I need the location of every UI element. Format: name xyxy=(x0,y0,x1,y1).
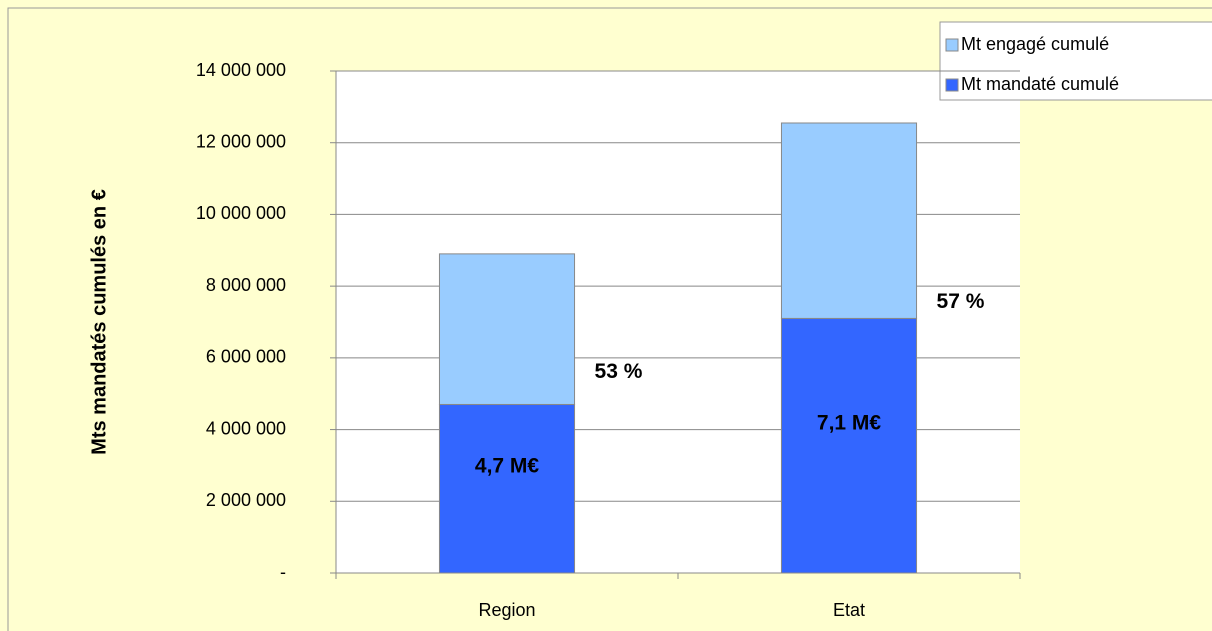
legend-label: Mt mandaté cumulé xyxy=(961,74,1119,94)
legend xyxy=(939,21,1212,101)
chart-border xyxy=(7,7,1212,631)
plot-area xyxy=(336,71,1020,573)
bar-segment xyxy=(438,403,576,574)
value-label: 4,7 M€ xyxy=(475,454,540,477)
y-tick-label: 10 000 000 xyxy=(196,203,286,223)
annotation: 57 % xyxy=(937,290,985,313)
y-tick-label: 14 000 000 xyxy=(196,60,286,80)
y-tick-label: 4 000 000 xyxy=(206,418,286,438)
y-tick-label: - xyxy=(280,562,286,582)
annotation: 53 % xyxy=(595,360,643,383)
y-tick-label: 8 000 000 xyxy=(206,275,286,295)
bar-segment xyxy=(780,122,918,319)
legend-swatch xyxy=(945,78,959,92)
value-label: 7,1 M€ xyxy=(817,411,882,434)
x-tick-label: Etat xyxy=(833,600,865,620)
x-tick-label: Region xyxy=(478,600,535,620)
bar-segment xyxy=(780,317,918,574)
y-axis-title: Mts mandatés cumulés en € xyxy=(88,189,110,455)
bar-segment xyxy=(438,253,576,405)
legend-label: Mt engagé cumulé xyxy=(961,34,1109,54)
legend-swatch xyxy=(945,38,959,52)
y-tick-label: 12 000 000 xyxy=(196,131,286,151)
y-tick-label: 6 000 000 xyxy=(206,347,286,367)
y-tick-label: 2 000 000 xyxy=(206,490,286,510)
